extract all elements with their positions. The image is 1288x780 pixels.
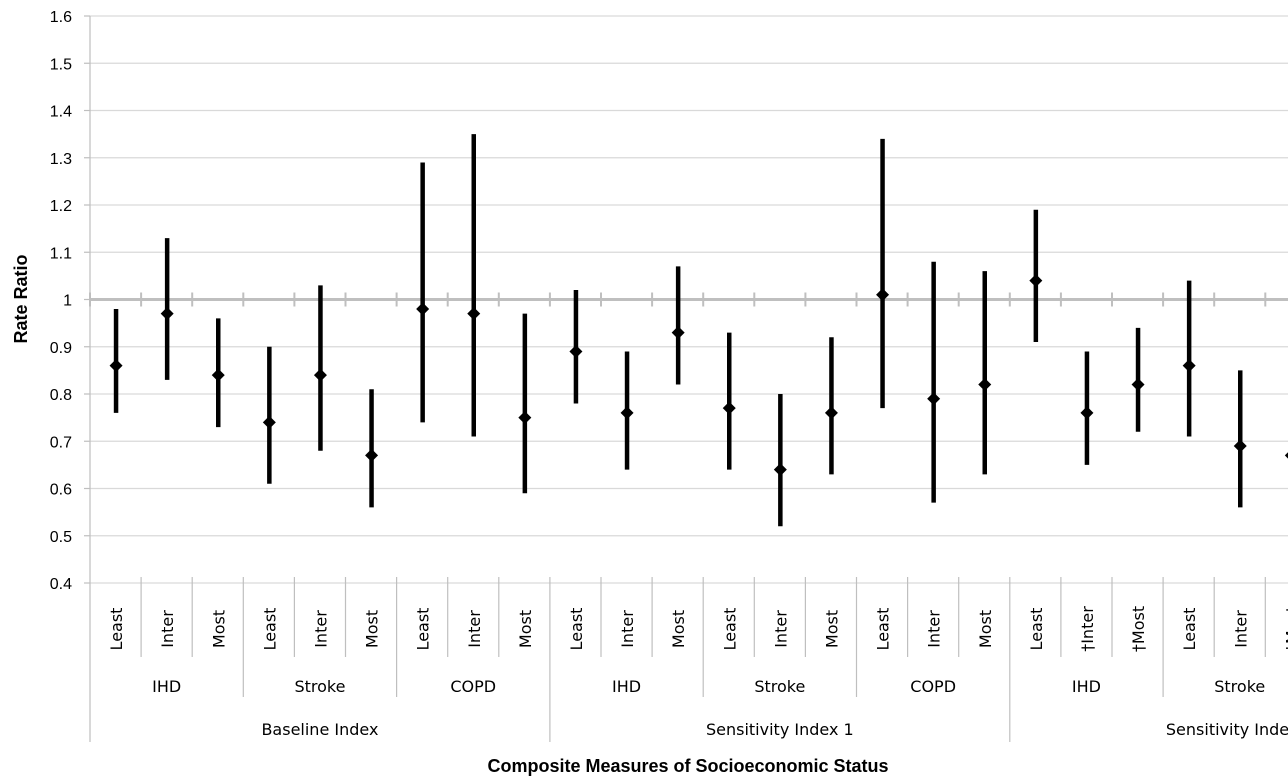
point-marker	[1080, 406, 1094, 420]
point-marker	[1284, 452, 1288, 459]
x-category-label: Most	[363, 610, 382, 648]
point-marker	[620, 406, 634, 420]
y-tick-label: 0.5	[50, 529, 72, 546]
point-marker	[1182, 359, 1196, 373]
point-marker	[773, 463, 787, 477]
point-marker	[1029, 274, 1043, 288]
point-marker	[876, 288, 890, 302]
point-marker	[927, 392, 941, 406]
y-tick-label: 1.6	[50, 9, 72, 26]
x-index-label: Baseline Index	[261, 720, 378, 739]
x-category-label: Least	[260, 608, 279, 651]
x-category-label: Most	[669, 610, 688, 648]
y-tick-label: 0.4	[50, 576, 72, 593]
x-category-label: Inter	[618, 610, 637, 648]
x-category-label: Least	[107, 608, 126, 651]
x-outcome-label: IHD	[612, 677, 641, 696]
point-marker	[569, 344, 583, 358]
x-category-label: †Inter	[1078, 606, 1097, 652]
data-marks	[109, 134, 1288, 527]
x-category-label: Least	[414, 608, 433, 651]
x-outcome-label: COPD	[450, 677, 496, 696]
x-outcome-label: IHD	[152, 677, 181, 696]
x-outcome-label: IHD	[1072, 677, 1101, 696]
x-outcome-label: Stroke	[294, 677, 345, 696]
x-category-label: Inter	[1231, 610, 1250, 648]
x-category-label: Least	[1180, 608, 1199, 651]
x-axis-title: Composite Measures of Socioeconomic Stat…	[487, 756, 888, 776]
reference-line-group	[89, 292, 1288, 307]
x-category-label: Most	[976, 610, 995, 648]
point-marker	[262, 415, 276, 429]
point-marker	[978, 378, 992, 392]
y-tick-label: 1	[63, 293, 72, 310]
point-marker	[1131, 378, 1145, 392]
x-category-label: ‡Most	[1282, 606, 1288, 652]
point-marker	[160, 307, 174, 321]
y-tick-label: 0.7	[50, 434, 72, 451]
x-axis: Least Inter Most Least Inter Most Least Inter Mo…	[107, 577, 1288, 742]
y-tick-label: 1.5	[50, 56, 72, 73]
y-tick-label: 0.9	[50, 340, 72, 357]
x-category-label: Least	[1027, 608, 1046, 651]
point-marker	[671, 326, 685, 340]
y-tick-label: 0.6	[50, 482, 72, 499]
point-marker	[211, 368, 225, 382]
point-marker	[1233, 439, 1247, 453]
x-category-label: Most	[209, 610, 228, 648]
y-tick-label: 0.8	[50, 387, 72, 404]
point-marker	[467, 307, 481, 321]
x-category-label: Inter	[311, 610, 330, 648]
point-marker	[416, 302, 430, 316]
y-tick-label: 1.2	[50, 198, 72, 215]
y-tick-label: 1.4	[50, 104, 72, 121]
x-category-label: Inter	[465, 610, 484, 648]
x-outcome-label: Stroke	[754, 677, 805, 696]
x-category-label: Most	[822, 610, 841, 648]
x-category-label: Inter	[771, 610, 790, 648]
x-category-label: Inter	[925, 610, 944, 648]
x-outcome-label: COPD	[910, 677, 956, 696]
x-index-label: Sensitivity Index 2	[1166, 720, 1288, 739]
x-category-label: Least	[720, 608, 739, 651]
x-category-label: Least	[567, 608, 586, 651]
y-axis-title: Rate Ratio	[11, 254, 31, 343]
x-category-label: †Most	[1129, 606, 1148, 652]
point-marker	[109, 359, 123, 373]
y-axis: 0.4 0.5 0.6 0.7 0.8 0.9 1 1.1 1.2 1.3 1.4 1.5 1.6	[50, 9, 91, 742]
point-marker	[722, 401, 736, 415]
gridlines	[90, 15, 1288, 584]
x-category-label: Inter	[158, 610, 177, 648]
point-marker	[313, 368, 327, 382]
x-index-label: Sensitivity Index 1	[706, 720, 854, 739]
y-tick-label: 1.3	[50, 151, 72, 168]
point-marker	[365, 448, 379, 462]
point-marker	[824, 406, 838, 420]
y-tick-label: 1.1	[50, 245, 72, 262]
point-marker	[518, 411, 532, 425]
x-category-label: Least	[874, 608, 893, 651]
x-category-label: Most	[516, 610, 535, 648]
x-outcome-label: Stroke	[1214, 677, 1265, 696]
